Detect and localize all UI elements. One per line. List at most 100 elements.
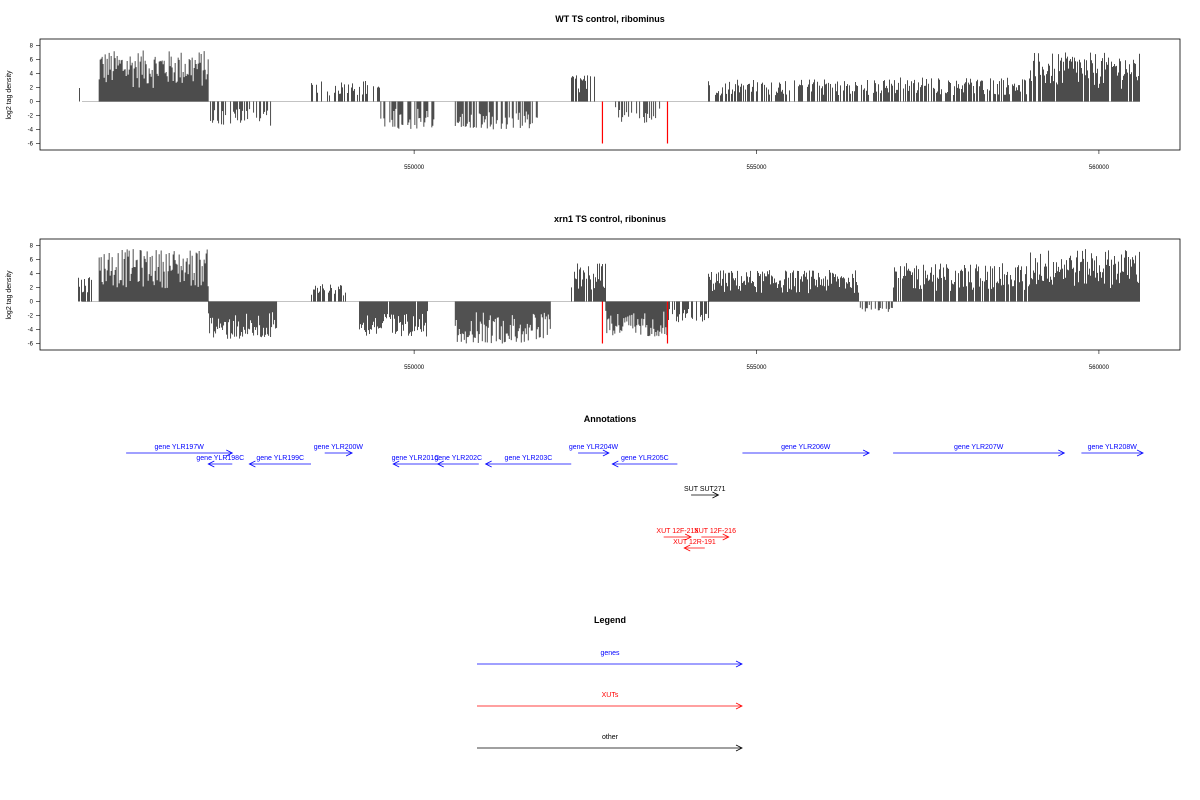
y-axis-label: log2 tag density [6, 70, 13, 120]
x-tick-label: 560000 [1089, 365, 1110, 371]
x-tick-label: 550000 [404, 165, 425, 171]
legend-arrowhead [735, 702, 743, 710]
legend-item: other [477, 734, 743, 752]
y-tick-label: 4 [30, 272, 34, 278]
legend-panel: Legend genes XUTs other [477, 615, 743, 752]
y-tick-label: -2 [28, 314, 34, 320]
chart-panel-wt: WT TS control, ribominus log2 tag densit… [6, 14, 1181, 171]
y-axis-label: log2 tag density [6, 270, 13, 320]
y-tick-label: -4 [28, 328, 34, 334]
feature-arrowhead [683, 544, 691, 552]
annotation-feature: gene YLR207W [893, 444, 1066, 457]
feature-arrowhead [722, 533, 730, 541]
annotation-feature: gene YLR199C [248, 455, 312, 468]
feature-arrowhead [345, 449, 353, 457]
x-tick-label: 560000 [1089, 165, 1110, 171]
feature-label: gene YLR203C [505, 455, 553, 462]
feature-label: XUT 12F-215 [656, 528, 698, 535]
feature-arrowhead [484, 460, 492, 468]
legend-label: XUTs [602, 692, 619, 699]
feature-arrowhead [248, 460, 256, 468]
annotation-feature: gene YLR203C [484, 455, 572, 468]
feature-label: gene YLR202C [434, 455, 482, 462]
feature-label: SUT SUT271 [684, 486, 726, 493]
y-tick-label: 8 [30, 244, 34, 250]
y-tick-label: 0 [30, 100, 34, 106]
x-axis: 550000 555000 560000 [404, 150, 1110, 171]
feature-arrowhead [602, 449, 610, 457]
y-axis: -6 -4 -2 0 2 4 6 8 [28, 44, 40, 148]
annotation-features: gene YLR197W gene YLR198C gene YLR199C gene… [126, 444, 1144, 552]
y-tick-label: 6 [30, 58, 34, 64]
x-tick-label: 555000 [747, 365, 768, 371]
annotation-feature: gene YLR197W [126, 444, 234, 457]
annotation-feature: gene YLR208W [1081, 444, 1144, 457]
feature-label: gene YLR198C [196, 455, 244, 462]
feature-label: XUT 12R-191 [673, 539, 716, 546]
feature-arrowhead [611, 460, 619, 468]
feature-arrowhead [226, 449, 234, 457]
annotation-feature: gene YLR201C [392, 455, 440, 468]
feature-arrowhead [862, 449, 871, 457]
y-axis: -6 -4 -2 0 2 4 6 8 [28, 244, 40, 348]
feature-label: gene YLR208W [1088, 444, 1138, 451]
feature-arrowhead [436, 460, 444, 468]
feature-arrowhead [207, 460, 215, 468]
y-tick-label: 6 [30, 258, 34, 264]
annotation-feature: XUT 12R-191 [673, 539, 716, 552]
plot-frame [39, 38, 1181, 151]
feature-label: gene YLR200W [314, 444, 364, 451]
feature-arrowhead [712, 491, 720, 499]
feature-label: XUT 12F-216 [694, 528, 736, 535]
feature-label: gene YLR204W [569, 444, 619, 451]
legend-title: Legend [594, 615, 626, 625]
y-tick-label: -6 [28, 142, 34, 148]
annotation-feature: XUT 12F-215 [656, 528, 698, 541]
annotations-title: Annotations [584, 414, 637, 424]
chart-panel-xrn1: xrn1 TS control, riboninus log2 tag dens… [6, 214, 1181, 371]
feature-arrowhead [1058, 449, 1066, 457]
y-tick-label: -2 [28, 114, 34, 120]
feature-label: gene YLR207W [954, 444, 1004, 451]
chart-title: xrn1 TS control, riboninus [554, 214, 666, 224]
y-tick-label: -4 [28, 128, 34, 134]
feature-label: gene YLR206W [781, 444, 831, 451]
feature-label: gene YLR201C [392, 455, 440, 462]
annotation-feature: gene YLR198C [196, 455, 244, 468]
legend-item: genes [477, 650, 743, 668]
y-tick-label: 0 [30, 300, 34, 306]
y-tick-label: 8 [30, 44, 34, 50]
density-bars [78, 249, 1140, 344]
legend-arrowhead [735, 660, 743, 668]
feature-label: gene YLR205C [621, 455, 669, 462]
feature-label: gene YLR199C [256, 455, 304, 462]
y-tick-label: 2 [30, 286, 34, 292]
annotation-feature: gene YLR206W [742, 444, 871, 457]
annotation-feature: gene YLR205C [611, 455, 678, 468]
annotation-feature: gene YLR204W [569, 444, 619, 457]
feature-arrowhead [1136, 449, 1144, 457]
chart-title: WT TS control, ribominus [555, 14, 665, 24]
annotation-feature: XUT 12F-216 [694, 528, 736, 541]
annotation-feature: gene YLR200W [314, 444, 364, 457]
x-axis: 550000 555000 560000 [404, 350, 1110, 371]
y-tick-label: 2 [30, 86, 34, 92]
legend-item: XUTs [477, 692, 743, 710]
legend-arrowhead [735, 744, 743, 752]
feature-arrowhead [392, 460, 400, 468]
feature-label: gene YLR197W [155, 444, 205, 451]
x-tick-label: 555000 [747, 165, 768, 171]
annotation-feature: gene YLR202C [434, 455, 482, 468]
y-tick-label: 4 [30, 72, 34, 78]
density-bars [79, 50, 1140, 144]
legend-items: genes XUTs other [477, 650, 743, 752]
annotation-feature: SUT SUT271 [684, 486, 726, 499]
legend-label: other [602, 734, 619, 741]
legend-label: genes [600, 650, 620, 657]
x-tick-label: 550000 [404, 365, 425, 371]
feature-arrowhead [684, 533, 692, 541]
y-tick-label: -6 [28, 342, 34, 348]
plot-frame [39, 238, 1181, 351]
